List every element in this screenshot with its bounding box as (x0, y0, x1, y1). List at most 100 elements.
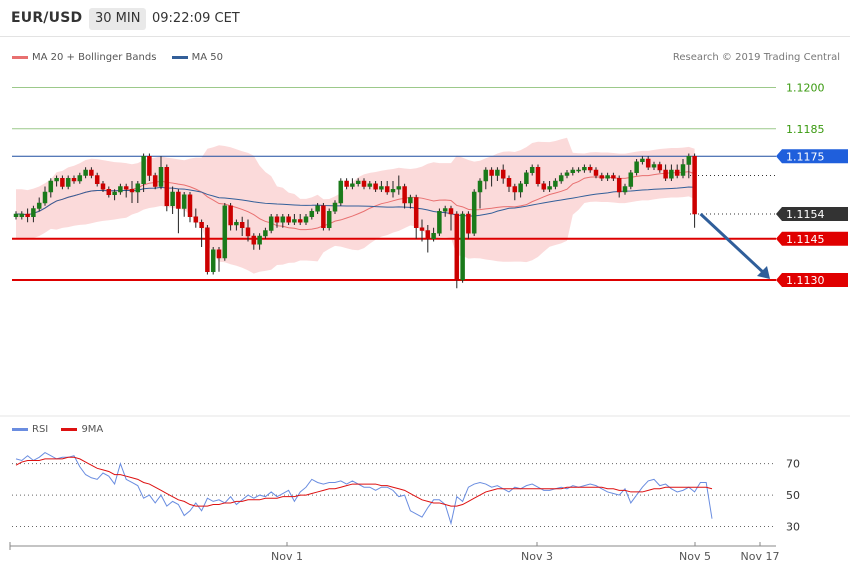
candle-body (512, 186, 518, 193)
candle-body (141, 156, 146, 184)
candle-body (123, 186, 129, 190)
candle-body (245, 227, 251, 237)
candle-body (628, 172, 634, 187)
price-legend: MA 20 + Bollinger Bands MA 50 (12, 52, 223, 64)
candle-body (54, 178, 59, 182)
ma50-swatch (171, 56, 188, 59)
candle-body (210, 249, 216, 272)
price-label-1.1185: 1.1185 (786, 123, 825, 136)
candle-body (483, 169, 489, 182)
candle-body (437, 211, 442, 234)
candle-body (77, 175, 83, 182)
candle-body (94, 175, 100, 184)
candle-body (129, 189, 135, 193)
candle-body (158, 167, 164, 187)
rsi-ma-legend-label: 9MA (81, 424, 104, 435)
rsi-tick-70: 70 (786, 458, 800, 471)
candle-body (384, 186, 390, 193)
candle-body (239, 222, 245, 228)
candle-body (257, 235, 262, 245)
candle-body (657, 164, 663, 171)
candle-body (112, 191, 117, 195)
ma20-line (16, 171, 695, 231)
candle-body (13, 213, 19, 217)
timeframe-button[interactable]: 30 MIN (89, 8, 147, 30)
forecast-arrowhead (757, 266, 770, 279)
candle-body (553, 180, 558, 187)
candle-body (669, 169, 674, 179)
rsi-ma-swatch (61, 427, 78, 431)
candle-body (344, 180, 349, 187)
candle-body (234, 222, 239, 226)
candle-body (634, 161, 639, 173)
candle-body (25, 213, 30, 217)
candle-body (408, 197, 413, 204)
rsi-legend-label: RSI (32, 424, 49, 435)
candle-body (599, 175, 605, 179)
candle-body (500, 169, 506, 179)
candle-body (495, 169, 500, 176)
candle-body (674, 169, 680, 176)
candle-body (564, 172, 570, 176)
candle-body (36, 202, 42, 209)
candle-body (19, 213, 25, 217)
candle-body (193, 216, 199, 223)
candle-body (425, 230, 431, 239)
candle-body (274, 216, 280, 223)
candle-body (83, 169, 88, 176)
candle-body (135, 183, 141, 193)
candle-body (640, 158, 645, 162)
rsi-line (15, 451, 713, 526)
price-label-1.1154: 1.1154 (786, 208, 825, 221)
price-tag-1.1130 (776, 273, 848, 287)
candle-body (466, 213, 471, 234)
candle-body (263, 230, 268, 237)
candle-body (442, 208, 448, 212)
ma50-legend-label: MA 50 (191, 52, 223, 63)
candle-body (326, 211, 332, 228)
candle-body (524, 172, 529, 184)
candle-body (529, 167, 535, 173)
candle-body (176, 191, 181, 209)
candle-body (286, 216, 291, 223)
candle-body (216, 249, 222, 259)
candle-body (60, 178, 65, 187)
candle-body (570, 169, 576, 173)
candle-body (651, 164, 657, 168)
candle-body (251, 235, 257, 245)
symbol-label: EUR/USD (11, 10, 83, 26)
candle-body (663, 169, 668, 179)
candle-body (547, 186, 552, 190)
candle-body (448, 208, 454, 215)
ma20-legend-label: MA 20 + Bollinger Bands (32, 52, 157, 63)
candle-body (187, 194, 193, 217)
candle-body (605, 175, 610, 179)
candle-body (181, 194, 187, 209)
chart-header: EUR/USD 30 MIN 09:22:09 CET (0, 0, 850, 37)
candle-body (622, 186, 628, 193)
rsi-legend: RSI 9MA (12, 424, 103, 435)
candle-body (593, 169, 599, 176)
candle-body (471, 191, 477, 234)
candle-body (506, 178, 512, 187)
price-label-1.1130: 1.1130 (786, 274, 825, 287)
candle-body (170, 191, 175, 206)
candle-body (535, 167, 541, 184)
candle-body (222, 205, 228, 259)
candle-body (390, 189, 396, 193)
ma20-swatch (12, 56, 28, 59)
candle-body (268, 216, 274, 231)
candle-body (373, 183, 378, 190)
candle-body (315, 205, 320, 212)
candle-body (582, 167, 587, 171)
candle-body (419, 227, 425, 231)
candle-body (164, 167, 170, 206)
candle-body (152, 175, 158, 187)
candle-body (280, 216, 286, 223)
candle-body (645, 158, 651, 168)
candle-body (321, 205, 326, 228)
price-label-1.1175: 1.1175 (786, 150, 825, 163)
candle-body (587, 167, 593, 171)
candle-body (460, 213, 465, 281)
